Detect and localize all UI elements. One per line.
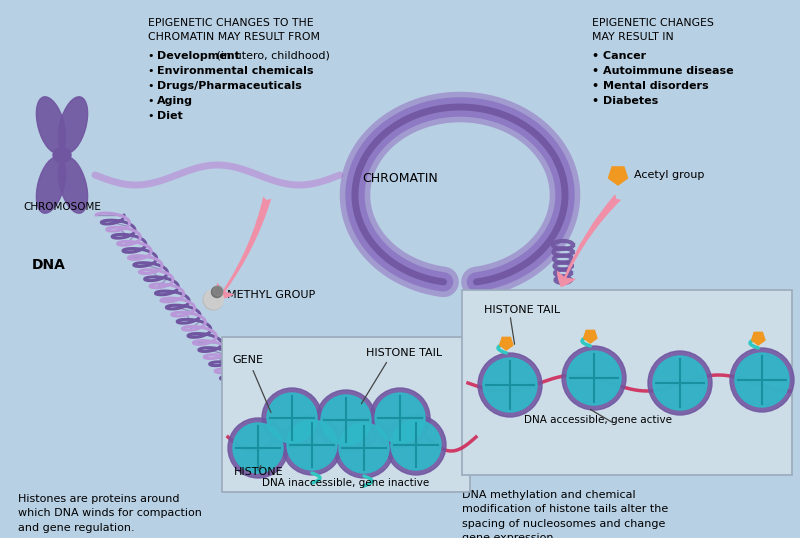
Text: • Autoimmune disease: • Autoimmune disease — [592, 66, 734, 76]
Circle shape — [375, 393, 425, 443]
Text: Drugs/Pharmaceuticals: Drugs/Pharmaceuticals — [157, 81, 302, 91]
FancyBboxPatch shape — [222, 337, 470, 492]
Text: Environmental chemicals: Environmental chemicals — [157, 66, 314, 76]
Circle shape — [648, 351, 712, 415]
Circle shape — [228, 418, 288, 478]
Circle shape — [391, 420, 441, 470]
Text: Aging: Aging — [157, 96, 193, 106]
Text: CHROMATIN MAY RESULT FROM: CHROMATIN MAY RESULT FROM — [148, 32, 320, 42]
Text: • Mental disorders: • Mental disorders — [592, 81, 709, 91]
Ellipse shape — [58, 97, 88, 153]
Ellipse shape — [36, 157, 66, 213]
Text: Acetyl group: Acetyl group — [634, 170, 704, 180]
Ellipse shape — [36, 97, 66, 153]
Circle shape — [205, 289, 223, 308]
Circle shape — [562, 346, 626, 410]
Circle shape — [282, 415, 342, 475]
Text: (in utero, childhood): (in utero, childhood) — [213, 51, 330, 61]
Text: Diet: Diet — [157, 111, 182, 121]
Text: MAY RESULT IN: MAY RESULT IN — [592, 32, 674, 42]
Ellipse shape — [58, 157, 88, 213]
Circle shape — [735, 353, 789, 407]
Polygon shape — [584, 330, 597, 343]
Text: •: • — [148, 96, 158, 106]
Text: HISTONE: HISTONE — [234, 467, 284, 477]
Polygon shape — [609, 167, 627, 185]
Circle shape — [267, 393, 317, 443]
Circle shape — [316, 390, 376, 450]
Text: • Diabetes: • Diabetes — [592, 96, 658, 106]
Circle shape — [730, 348, 794, 412]
Text: GENE: GENE — [232, 355, 263, 365]
Circle shape — [386, 415, 446, 475]
Text: •: • — [148, 111, 158, 121]
Circle shape — [653, 356, 707, 410]
Text: DNA inaccessible, gene inactive: DNA inaccessible, gene inactive — [262, 478, 430, 488]
Circle shape — [262, 388, 322, 448]
Text: METHYL GROUP: METHYL GROUP — [227, 290, 315, 300]
Text: HISTONE TAIL: HISTONE TAIL — [484, 305, 560, 315]
Text: HISTONE TAIL: HISTONE TAIL — [366, 348, 442, 358]
Text: CHROMOSOME: CHROMOSOME — [23, 202, 101, 212]
Circle shape — [321, 395, 371, 445]
Text: Histones are proteins around
which DNA winds for compaction
and gene regulation.: Histones are proteins around which DNA w… — [18, 494, 202, 533]
Circle shape — [370, 388, 430, 448]
FancyBboxPatch shape — [462, 290, 792, 475]
Circle shape — [339, 423, 389, 473]
Circle shape — [213, 286, 223, 296]
Polygon shape — [752, 332, 765, 345]
Circle shape — [483, 358, 537, 412]
Text: EPIGENETIC CHANGES TO THE: EPIGENETIC CHANGES TO THE — [148, 18, 314, 28]
Text: Development: Development — [157, 51, 240, 61]
Text: •: • — [148, 81, 158, 91]
Ellipse shape — [53, 147, 71, 162]
Text: CHROMATIN: CHROMATIN — [362, 172, 438, 185]
Text: DNA accessible, gene active: DNA accessible, gene active — [524, 415, 672, 425]
Circle shape — [203, 290, 223, 310]
Text: EPIGENETIC CHANGES: EPIGENETIC CHANGES — [592, 18, 714, 28]
Circle shape — [334, 418, 394, 478]
Circle shape — [287, 420, 337, 470]
Text: • Cancer: • Cancer — [592, 51, 646, 61]
Text: •: • — [148, 66, 158, 76]
Circle shape — [567, 351, 621, 405]
Text: DNA methylation and chemical
modification of histone tails alter the
spacing of : DNA methylation and chemical modificatio… — [462, 490, 668, 538]
Text: DNA: DNA — [32, 258, 66, 272]
Circle shape — [233, 423, 283, 473]
Circle shape — [478, 353, 542, 417]
Polygon shape — [500, 337, 513, 350]
Circle shape — [211, 287, 222, 298]
Text: •: • — [148, 51, 158, 61]
